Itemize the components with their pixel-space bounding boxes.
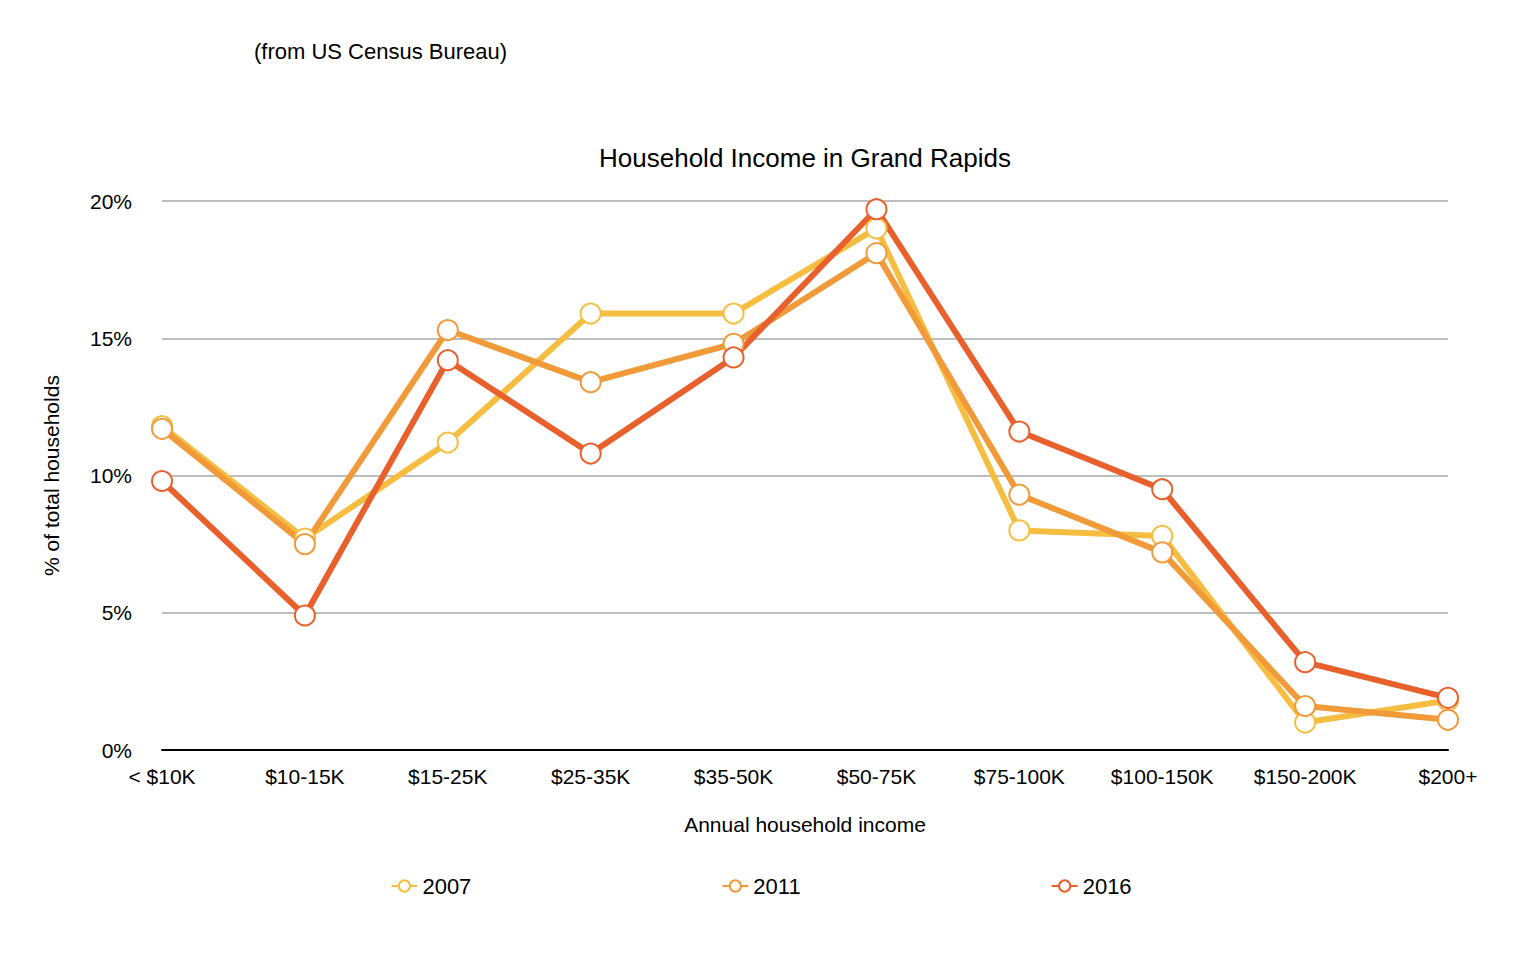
svg-text:$50-75K: $50-75K <box>837 765 916 788</box>
svg-text:2007: 2007 <box>422 874 471 899</box>
svg-text:2016: 2016 <box>1083 874 1132 899</box>
svg-text:0%: 0% <box>102 739 132 762</box>
svg-text:(from US Census Bureau): (from US Census Bureau) <box>254 39 507 64</box>
svg-text:% of total households: % of total households <box>40 375 63 576</box>
svg-text:< $10K: < $10K <box>128 765 195 788</box>
svg-text:15%: 15% <box>90 327 132 350</box>
svg-text:$25-35K: $25-35K <box>551 765 630 788</box>
svg-text:$35-50K: $35-50K <box>694 765 773 788</box>
svg-text:10%: 10% <box>90 464 132 487</box>
svg-text:20%: 20% <box>90 190 132 213</box>
svg-text:2011: 2011 <box>753 874 800 899</box>
svg-text:$100-150K: $100-150K <box>1111 765 1214 788</box>
svg-text:$15-25K: $15-25K <box>408 765 487 788</box>
svg-text:$150-200K: $150-200K <box>1254 765 1357 788</box>
svg-text:Household Income in Grand Rapi: Household Income in Grand Rapids <box>599 143 1011 173</box>
svg-text:5%: 5% <box>102 601 132 624</box>
svg-text:$200+: $200+ <box>1419 765 1478 788</box>
svg-text:$10-15K: $10-15K <box>265 765 344 788</box>
svg-text:$75-100K: $75-100K <box>974 765 1065 788</box>
svg-text:Annual household income: Annual household income <box>684 813 926 836</box>
